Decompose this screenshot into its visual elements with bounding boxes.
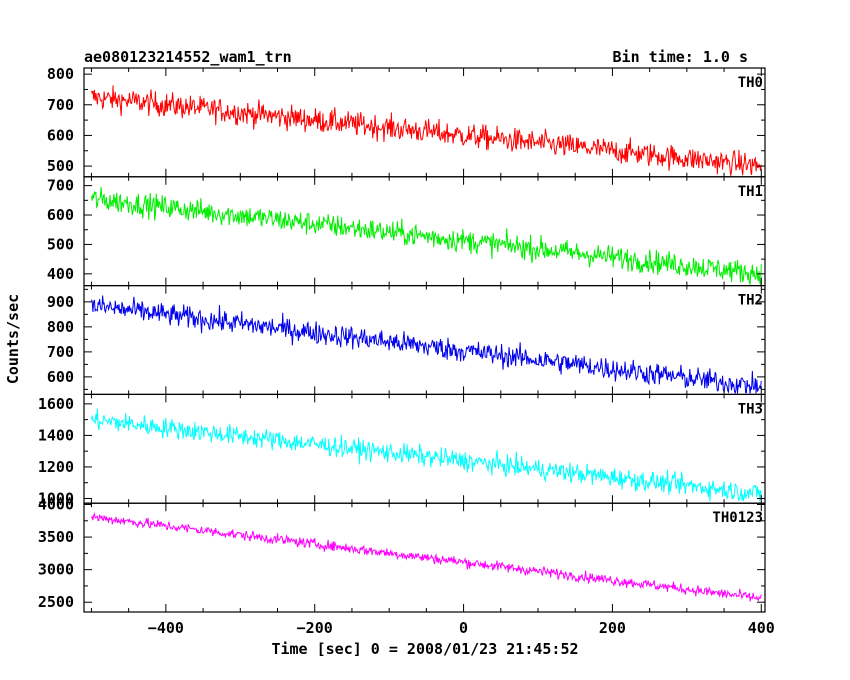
panel-frame [83, 285, 766, 396]
y-tick-label: 600 [47, 206, 74, 224]
y-tick-label: 700 [47, 96, 74, 114]
y-tick-label: 900 [47, 293, 74, 311]
y-tick-label: 800 [47, 65, 74, 83]
y-tick-label: 1400 [38, 426, 74, 444]
panel-label-th1: TH1 [738, 184, 763, 200]
panel-frame [83, 393, 766, 504]
y-tick-label: 2500 [38, 593, 74, 611]
bin-time-label: Bin time: 1.0 s [613, 48, 748, 66]
panel-th0: 500 600 700 800 TH0 [47, 65, 766, 178]
y-tick-label: 1000 [38, 489, 74, 507]
x-axis-label: Time [sec] 0 = 2008/01/23 21:45:52 [271, 640, 578, 658]
y-tick-label: 3500 [38, 528, 74, 546]
y-tick-label: 600 [47, 368, 74, 386]
panel-frame [83, 502, 766, 613]
panel-label-th3: TH3 [738, 401, 763, 417]
y-tick-label: 600 [47, 126, 74, 144]
x-tick-label: 0 [459, 619, 468, 637]
x-tick-label: −400 [148, 619, 184, 637]
y-tick-label: 700 [47, 343, 74, 361]
panel-label-th0123: TH0123 [712, 510, 763, 526]
panel-th3: 1000 1200 1400 1600 TH3 [38, 393, 766, 507]
y-axis-label: Counts/sec [4, 294, 22, 384]
series-line-th2 [90, 295, 762, 395]
series-line-th1 [90, 186, 762, 285]
panel-frame [83, 176, 766, 287]
chart-title: ae080123214552_wam1_trn [84, 48, 292, 66]
series-line-th0123 [90, 512, 762, 602]
panel-th0123: 2500 3000 3500 4000 TH0123 [38, 496, 766, 613]
panel-label-th2: TH2 [738, 293, 763, 309]
x-axis: −400 −200 0 200 400 [148, 619, 775, 637]
y-tick-label: 1200 [38, 458, 74, 476]
y-tick-label: 700 [47, 177, 74, 195]
y-tick-label: 500 [47, 157, 74, 175]
panel-th2: 600 700 800 900 TH2 [47, 285, 766, 396]
series-line-th3 [90, 408, 762, 502]
y-tick-label: 500 [47, 235, 74, 253]
panel-label-th0: TH0 [738, 75, 763, 91]
panels-group: 500 600 700 800 TH0 400 500 600 700 TH1 600 700 800 9… [38, 65, 766, 613]
panel-th1: 400 500 600 700 TH1 [47, 176, 766, 287]
y-tick-label: 400 [47, 265, 74, 283]
series-line-th0 [90, 85, 762, 176]
y-tick-label: 800 [47, 318, 74, 336]
x-tick-label: −200 [297, 619, 333, 637]
y-tick-label: 4000 [38, 496, 74, 514]
x-tick-label: 400 [748, 619, 775, 637]
x-tick-label: 200 [599, 619, 626, 637]
y-tick-label: 3000 [38, 561, 74, 579]
y-tick-label: 1600 [38, 395, 74, 413]
